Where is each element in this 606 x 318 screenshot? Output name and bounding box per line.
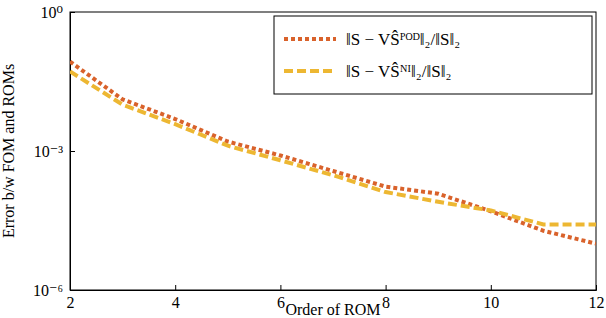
tick-mark [386, 285, 387, 290]
plot-frame [70, 12, 596, 290]
tick: 4 [172, 285, 180, 311]
tick-label: 2 [67, 294, 75, 311]
tick-mark [175, 285, 176, 290]
tick-label: 4 [172, 294, 180, 311]
legend-swatch [284, 69, 336, 73]
legend-swatch [284, 37, 336, 41]
tick: 8 [382, 285, 390, 311]
tick: 10⁻³ [34, 143, 75, 160]
tick-mark [491, 285, 492, 290]
tick-label: 10 [483, 294, 499, 311]
tick-label: 6 [277, 294, 285, 311]
chart: 2 4 6 8 10 12 10⁻⁶ 10⁻³ 10⁰ Order of ROM Error b/w… [0, 0, 606, 318]
legend: ‖S − VŜᴾᴼᴰ‖₂/‖S‖₂ ‖S − VŜᴺᴵ‖₂/‖S‖₂ [274, 16, 592, 94]
x-axis-title: Order of ROM [285, 301, 380, 318]
tick-label: 12 [589, 294, 605, 311]
tick: 6 [277, 285, 285, 311]
y-axis: 10⁻⁶ 10⁻³ 10⁰ [33, 4, 75, 299]
tick-label: 8 [382, 294, 390, 311]
tick-label: 10⁻³ [34, 143, 63, 160]
tick: 10 [483, 285, 499, 311]
tick-mark [70, 151, 75, 152]
tick: 10⁻⁶ [33, 282, 75, 299]
axis-line [71, 13, 76, 291]
tick-label: 10⁻⁶ [33, 282, 63, 299]
legend-label: ‖S − VŜᴺᴵ‖₂/‖S‖₂ [346, 62, 451, 81]
tick-label: 10⁰ [41, 4, 63, 21]
legend-label: ‖S − VŜᴾᴼᴰ‖₂/‖S‖₂ [346, 30, 460, 49]
tick-mark [280, 285, 281, 290]
y-axis-title: Error b/w FOM and ROMs [0, 64, 17, 238]
legend-box [274, 16, 592, 94]
